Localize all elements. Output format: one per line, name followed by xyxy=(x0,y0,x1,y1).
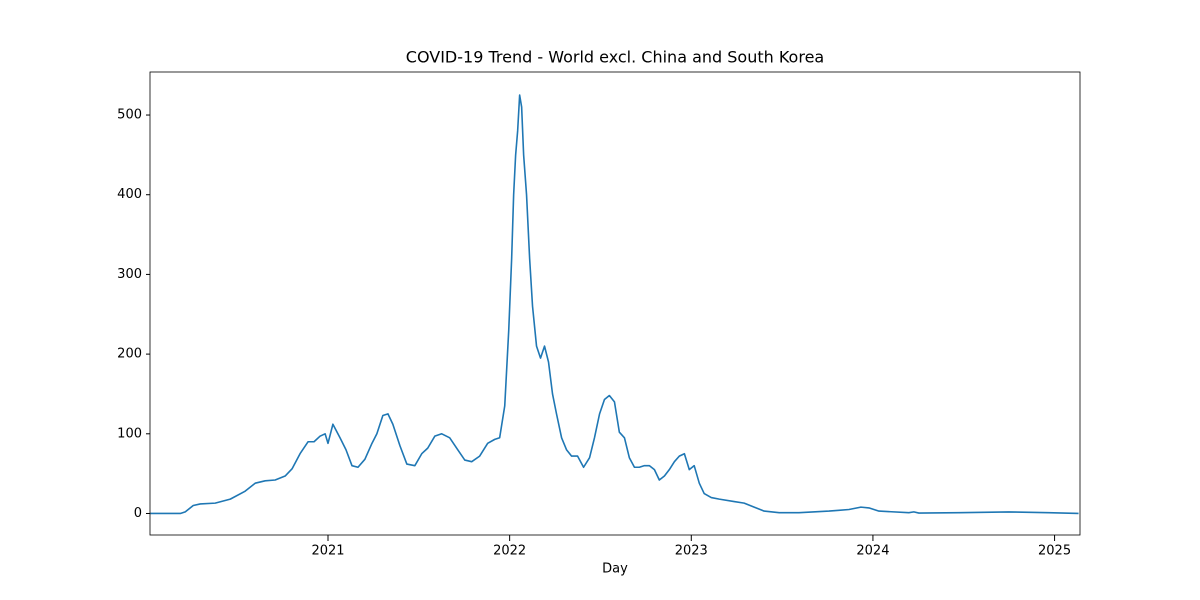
y-tick-label: 0 xyxy=(134,506,142,521)
x-tick-label: 2024 xyxy=(856,544,889,559)
y-tick-label: 200 xyxy=(117,347,142,362)
data-line xyxy=(150,94,1079,515)
plot-frame xyxy=(149,71,1081,536)
chart-title: COVID-19 Trend - World excl. China and S… xyxy=(406,48,824,67)
y-tick-label: 400 xyxy=(117,187,142,202)
y-tick-label: 500 xyxy=(117,108,142,123)
x-tick-label: 2021 xyxy=(311,544,344,559)
y-tick-label: 100 xyxy=(117,426,142,441)
x-tick-label: 2023 xyxy=(675,544,708,559)
x-axis-label: Day xyxy=(602,562,628,577)
x-tick-label: 2022 xyxy=(493,544,526,559)
x-tick-label: 2025 xyxy=(1038,544,1071,559)
y-tick-label: 300 xyxy=(117,267,142,282)
